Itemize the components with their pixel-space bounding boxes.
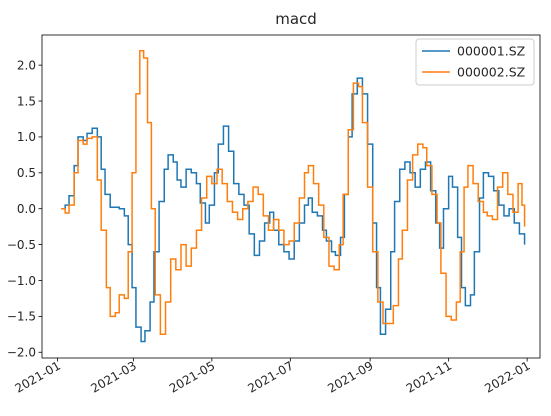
y-tick-label: −0.5 xyxy=(7,238,36,252)
y-tick-label: −1.0 xyxy=(7,274,36,288)
y-tick-label: 1.0 xyxy=(17,130,36,144)
legend-label-1: 000001.SZ xyxy=(457,44,525,59)
y-tick-label: 1.5 xyxy=(17,94,36,108)
legend-label-2: 000002.SZ xyxy=(457,65,525,80)
y-tick-label: 2.0 xyxy=(17,58,36,72)
chart-title: macd xyxy=(275,10,317,28)
series-line-2 xyxy=(61,50,526,336)
y-tick-label: −2.0 xyxy=(7,346,36,360)
y-tick-label: −1.5 xyxy=(7,310,36,324)
y-tick-label: 0.0 xyxy=(17,202,36,216)
axes-frame xyxy=(41,34,541,359)
y-tick-label: 0.5 xyxy=(17,166,36,180)
